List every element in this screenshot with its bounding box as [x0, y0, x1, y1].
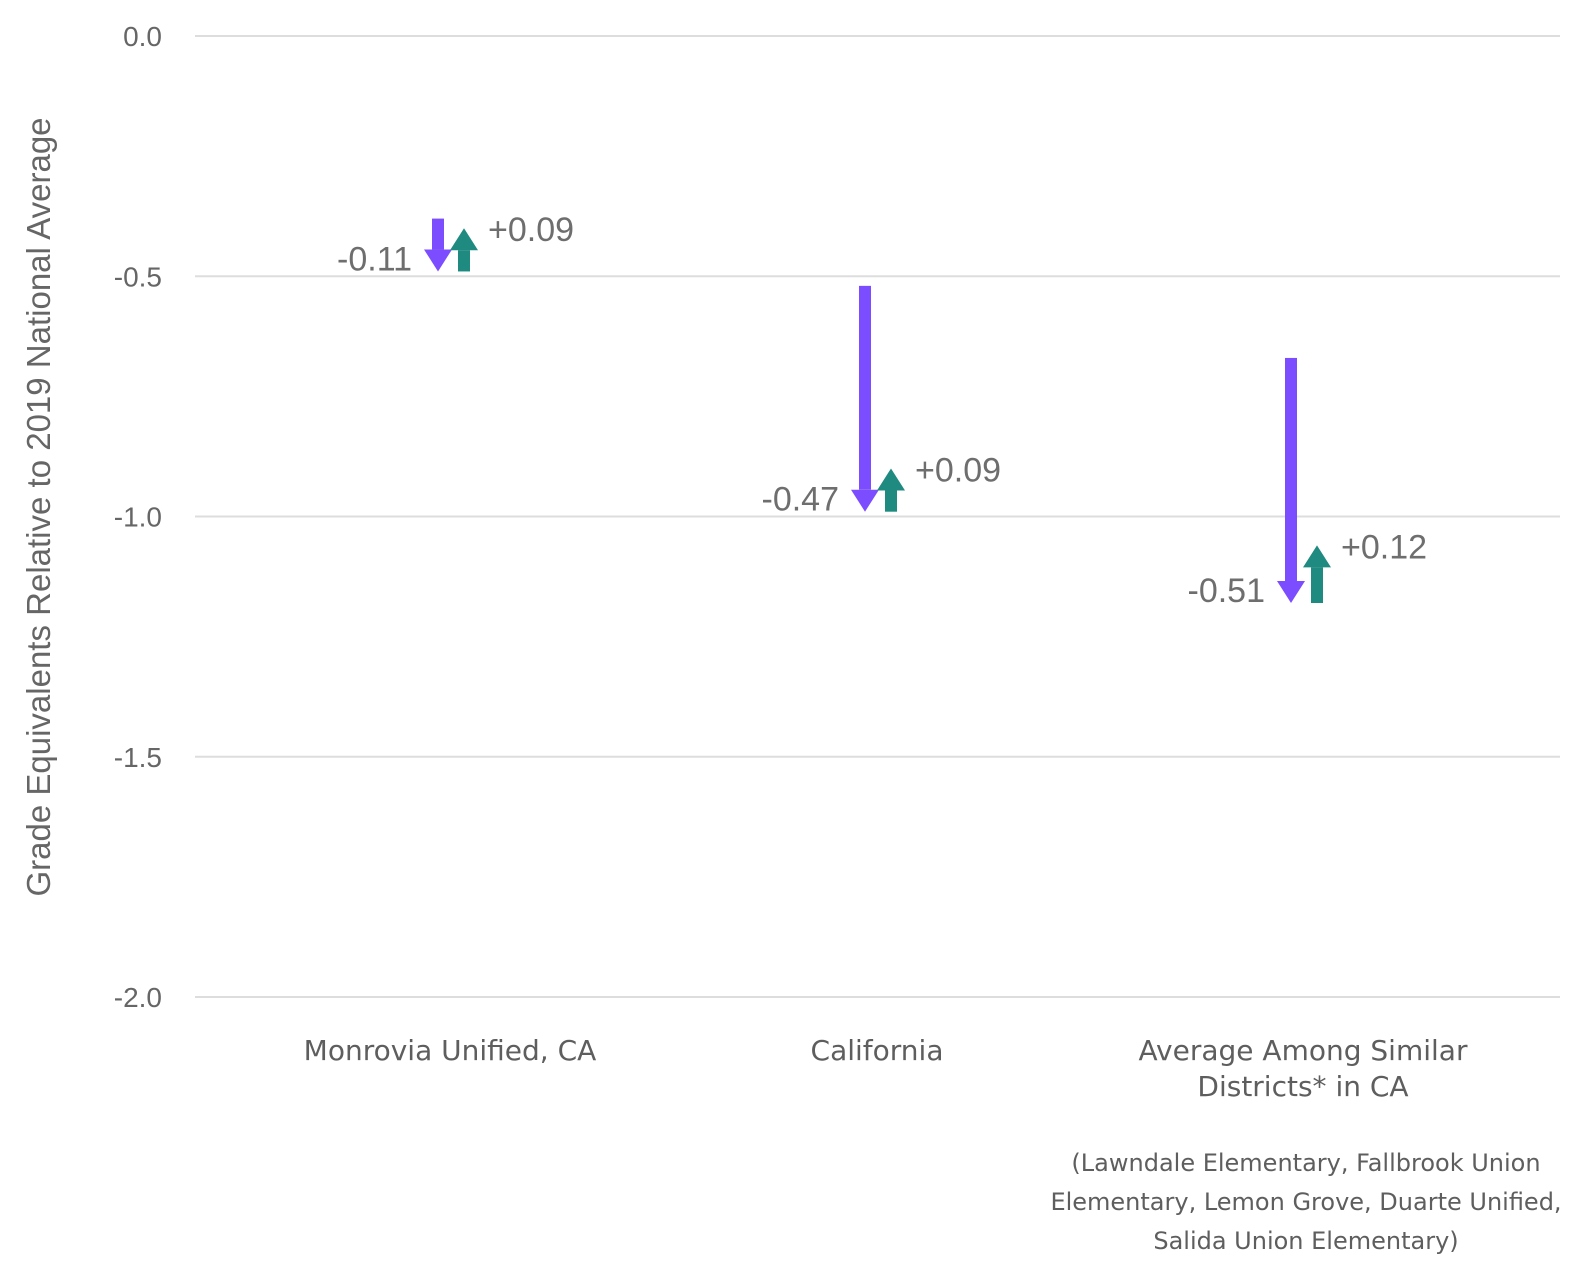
decline-arrow — [1277, 357, 1305, 603]
category-label: Districts* in CA — [1197, 1070, 1408, 1103]
y-tick-label: -1.0 — [114, 502, 162, 533]
footnote-line: (Lawndale Elementary, Fallbrook Union — [1071, 1149, 1540, 1177]
footnote-line: Elementary, Lemon Grove, Duarte Unified, — [1050, 1188, 1561, 1216]
recovery-arrow — [450, 228, 478, 272]
decline-arrow — [424, 218, 452, 272]
y-tick-label: -1.5 — [114, 742, 162, 773]
decline-arrow — [851, 285, 879, 512]
recovery-arrow-head — [877, 468, 905, 491]
recovery-arrow-shaft — [1311, 567, 1323, 603]
y-tick-label: -0.5 — [114, 261, 162, 292]
recovery-value-label: +0.12 — [1341, 528, 1427, 566]
decline-arrow-head — [851, 489, 879, 512]
decline-value-label: -0.51 — [1188, 572, 1266, 610]
category-label: Monrovia Unified, CA — [304, 1034, 597, 1067]
category-labels: Monrovia Unified, CA California Average Am… — [304, 1034, 1468, 1103]
y-tick-labels: 0.0 -0.5 -1.0 -1.5 -2.0 — [114, 21, 162, 1013]
category-label: California — [811, 1034, 944, 1067]
grid-lines — [195, 35, 1560, 998]
decline-arrow-shaft — [1285, 357, 1297, 581]
y-axis-title: Grade Equivalents Relative to 2019 Natio… — [20, 117, 57, 896]
decline-arrow-shaft — [432, 218, 444, 250]
recovery-arrow-shaft — [885, 490, 897, 512]
recovery-arrow-head — [450, 228, 478, 251]
footnote: (Lawndale Elementary, Fallbrook Union Ele… — [1050, 1149, 1561, 1255]
recovery-value-label: +0.09 — [915, 451, 1001, 489]
decline-arrow-head — [1277, 580, 1305, 603]
recovery-arrow-head — [1303, 545, 1331, 568]
decline-arrow-shaft — [859, 285, 871, 490]
recovery-arrow — [877, 468, 905, 512]
recovery-arrow-shaft — [458, 250, 470, 272]
y-tick-label: -2.0 — [114, 982, 162, 1013]
decline-value-label: -0.47 — [762, 481, 840, 519]
footnote-line: Salida Union Elementary) — [1153, 1227, 1458, 1255]
arrow-marks: -0.11 +0.09 -0.47 +0.09 -0.51 +0.12 — [337, 211, 1427, 610]
recovery-arrow — [1303, 545, 1331, 603]
recovery-value-label: +0.09 — [488, 211, 574, 249]
decline-value-label: -0.11 — [337, 240, 412, 278]
decline-arrow-head — [424, 249, 452, 272]
category-label: Average Among Similar — [1139, 1034, 1468, 1067]
y-tick-label: 0.0 — [123, 21, 162, 52]
